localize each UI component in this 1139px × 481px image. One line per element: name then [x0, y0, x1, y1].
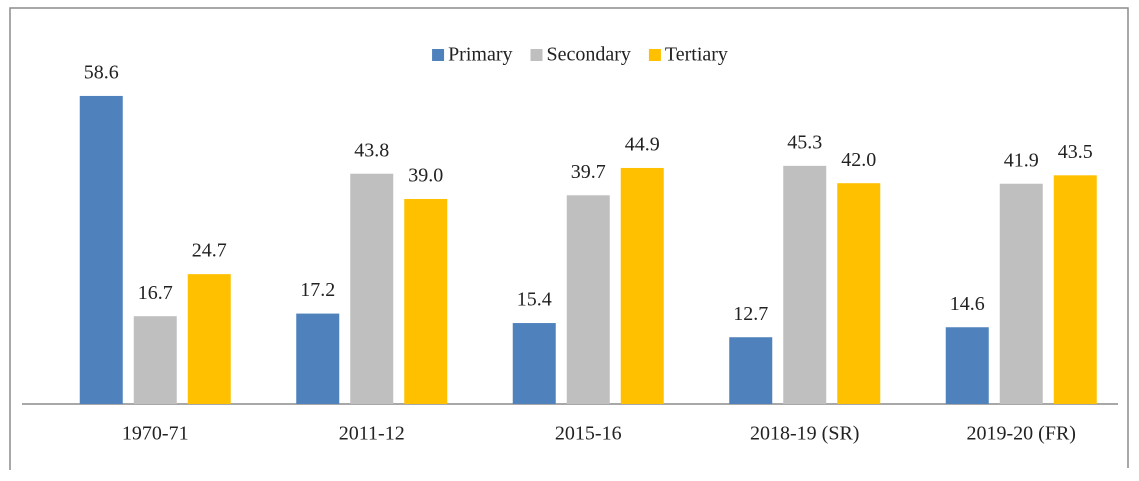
bar	[566, 195, 610, 404]
x-tick-label: 2019-20 (FR)	[967, 423, 1076, 445]
data-label: 45.3	[787, 131, 822, 153]
bar	[729, 337, 773, 404]
data-label: 43.5	[1058, 141, 1093, 163]
data-label: 39.7	[571, 161, 606, 183]
legend-label: Tertiary	[665, 44, 728, 66]
data-label: 15.4	[517, 289, 552, 311]
bar	[133, 316, 177, 404]
bar	[512, 323, 556, 404]
data-label: 43.8	[354, 139, 389, 161]
bar	[620, 167, 664, 404]
data-label: 16.7	[138, 282, 173, 304]
bar	[187, 274, 231, 404]
bar	[296, 313, 340, 404]
x-tick-label: 1970-71	[122, 423, 189, 445]
legend-label: Primary	[448, 44, 512, 66]
data-label: 14.6	[950, 293, 985, 315]
data-label: 41.9	[1004, 149, 1039, 171]
x-tick-label: 2018-19 (SR)	[750, 423, 859, 445]
legend-label: Secondary	[547, 44, 631, 66]
data-label: 58.6	[84, 62, 119, 84]
data-label: 44.9	[625, 134, 660, 156]
x-tick-label: 2015-16	[555, 423, 622, 445]
bar	[999, 183, 1043, 404]
data-label: 24.7	[192, 240, 227, 262]
chart-frame	[9, 7, 1129, 470]
data-label: 39.0	[408, 165, 443, 187]
bar	[945, 327, 989, 404]
data-label: 42.0	[841, 149, 876, 171]
bar	[404, 198, 448, 404]
bar	[837, 183, 881, 404]
data-label: 17.2	[300, 279, 335, 301]
legend-swatch	[530, 49, 543, 61]
bar	[1053, 175, 1097, 404]
bar	[79, 95, 123, 404]
data-label: 12.7	[733, 303, 768, 325]
x-tick-label: 2011-12	[339, 423, 405, 445]
bar	[350, 173, 394, 404]
legend-swatch	[432, 49, 445, 61]
bar	[783, 165, 827, 404]
legend-swatch	[648, 49, 661, 61]
